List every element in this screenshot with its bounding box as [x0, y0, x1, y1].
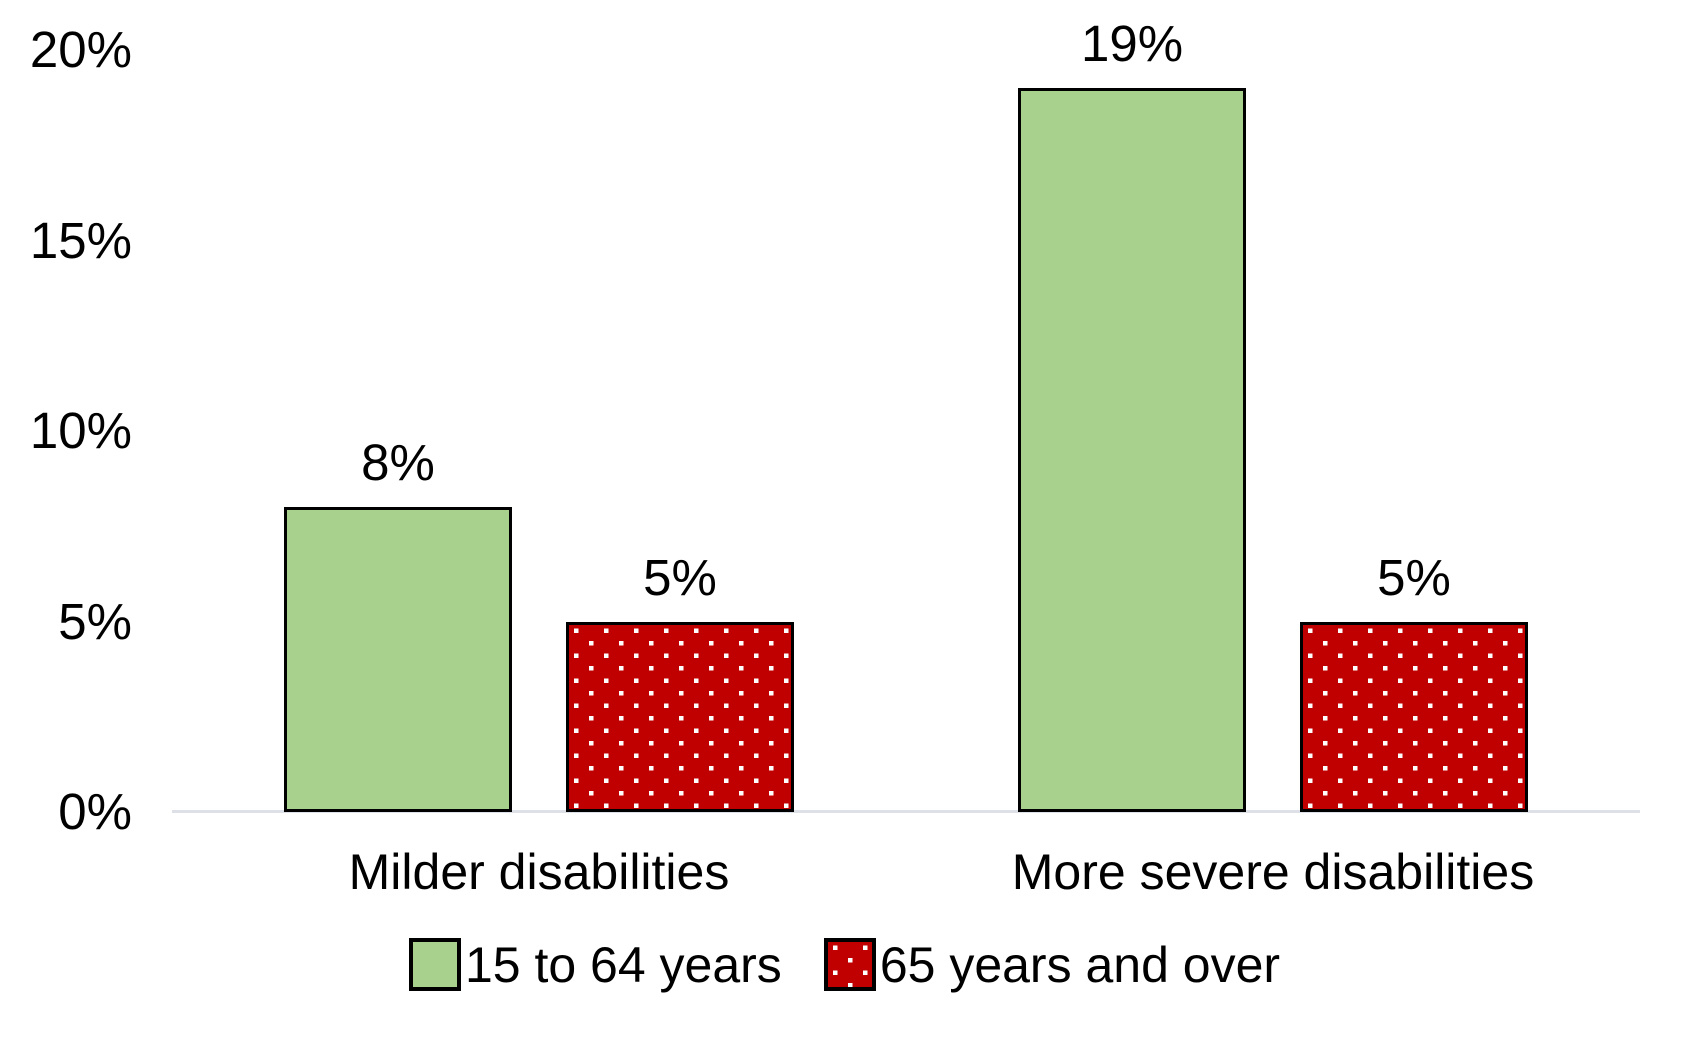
legend-label-1: 15 to 64 years	[464, 936, 782, 993]
bar-series2-cat1	[566, 621, 794, 812]
bar-series2-cat2	[1300, 621, 1528, 812]
data-label-series2-cat1: 5%	[643, 548, 717, 606]
legend-swatch-2	[823, 938, 876, 991]
bar-series1-cat1	[284, 507, 512, 812]
legend-label-2: 65 years and over	[879, 936, 1281, 993]
y-tick-label-20: 20%	[29, 21, 132, 78]
legend-item-2: 65 years and over	[823, 936, 1281, 993]
category-label-1: Milder disabilities	[348, 844, 730, 900]
y-tick-label-15: 15%	[29, 211, 132, 269]
legend-swatch-1	[408, 938, 461, 991]
category-label-2: More severe disabilities	[1011, 844, 1535, 900]
bar-series1-cat2	[1018, 88, 1246, 812]
dotted-fill	[569, 624, 791, 809]
dotted-fill	[1303, 624, 1525, 809]
y-tick-label-0: 0%	[58, 783, 132, 840]
x-axis-line	[172, 810, 1640, 813]
legend-item-1: 15 to 64 years	[408, 936, 782, 993]
data-label-series1-cat1: 8%	[361, 434, 435, 492]
dotted-fill	[827, 942, 872, 987]
y-tick-label-10: 10%	[29, 402, 132, 459]
legend: 15 to 64 years 65 years and over	[0, 938, 1689, 991]
y-tick-label-5: 5%	[58, 592, 132, 650]
data-label-series1-cat2: 19%	[1080, 15, 1184, 73]
data-label-series2-cat2: 5%	[1377, 548, 1451, 606]
